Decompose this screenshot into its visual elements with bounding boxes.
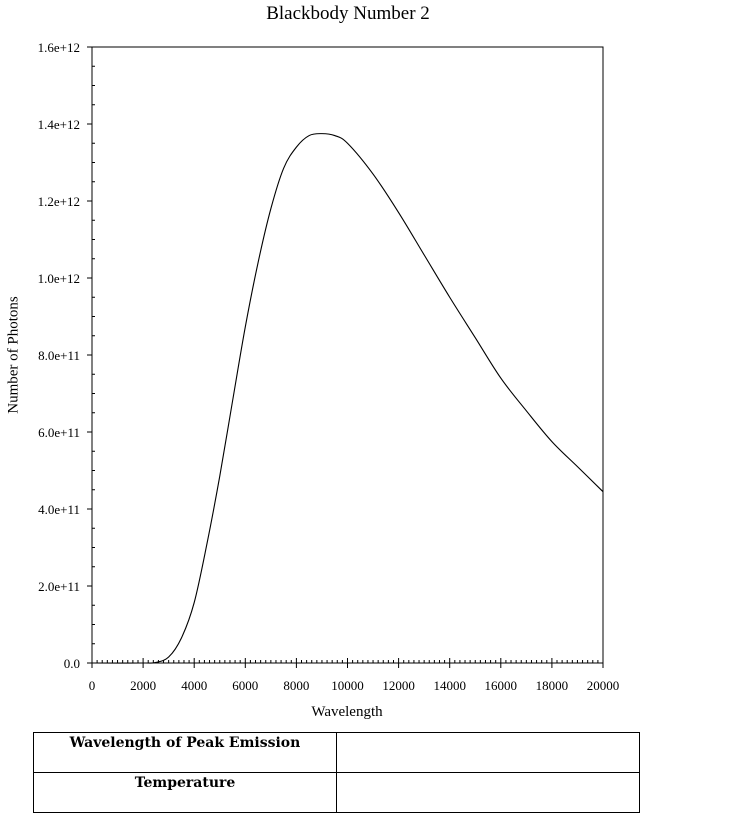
chart-title: Blackbody Number 2 — [266, 3, 430, 24]
x-tick-label: 8000 — [283, 678, 309, 693]
plot-frame — [91, 46, 604, 664]
plot-area: 0.0 2.0e+11 4.0e+11 6.0e+11 8.0e+11 1.0e+12 1.… — [38, 40, 620, 693]
x-tick-label: 0 — [89, 678, 96, 693]
y-tick-label: 1.4e+12 — [38, 117, 80, 132]
temperature-label: Temperature — [33, 772, 337, 813]
blackbody-curve — [91, 133, 604, 664]
y-tick-label: 1.6e+12 — [38, 40, 80, 55]
x-tick-label: 16000 — [485, 678, 518, 693]
chart: Blackbody Number 2 Number of Photons 0.0… — [6, 3, 620, 720]
y-tick-label: 2.0e+11 — [38, 579, 80, 594]
y-tick-label: 8.0e+11 — [38, 348, 80, 363]
peak-wavelength-label: Wavelength of Peak Emission — [33, 732, 337, 773]
y-tick-label: 4.0e+11 — [38, 502, 80, 517]
y-tick-label: 1.0e+12 — [38, 271, 80, 286]
x-tick-label: 10000 — [331, 678, 364, 693]
x-tick-label: 4000 — [181, 678, 207, 693]
table-row: Temperature — [33, 772, 640, 813]
y-tick-label: 1.2e+12 — [38, 194, 80, 209]
x-tick-label: 2000 — [130, 678, 156, 693]
y-tick-label: 0.0 — [64, 656, 80, 671]
x-tick-label: 6000 — [232, 678, 258, 693]
temperature-input[interactable] — [336, 772, 640, 813]
x-tick-label: 12000 — [382, 678, 415, 693]
answer-table: Wavelength of Peak Emission Temperature — [33, 732, 640, 813]
x-tick-label: 14000 — [433, 678, 466, 693]
table-row: Wavelength of Peak Emission — [33, 732, 640, 773]
peak-wavelength-input[interactable] — [336, 732, 640, 773]
y-tick-label: 6.0e+11 — [38, 425, 80, 440]
x-tick-label: 18000 — [536, 678, 569, 693]
x-tick-label: 20000 — [587, 678, 620, 693]
x-axis-label: Wavelength — [311, 704, 383, 720]
